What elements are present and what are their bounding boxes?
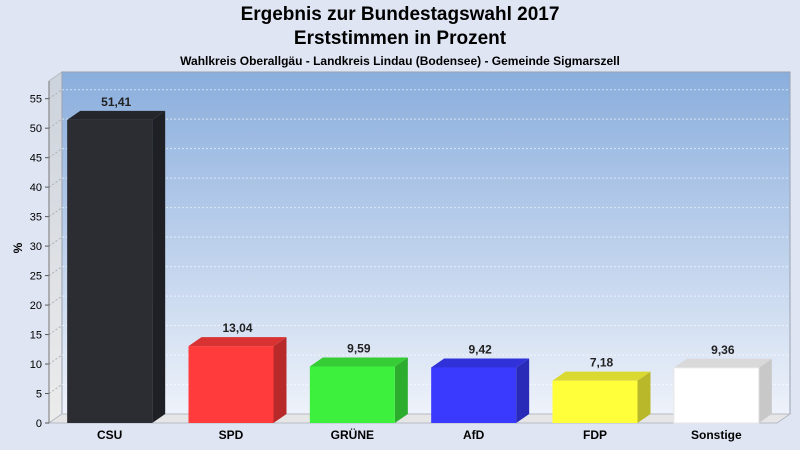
bar-top [67,110,166,120]
bar [309,366,395,423]
bar-top [188,337,287,347]
y-tick-label: 50 [30,123,42,135]
grid-line [48,295,63,306]
bar-side [516,358,530,423]
y-tick-label: 10 [30,359,42,371]
y-tick-label: 0 [36,418,42,430]
x-tick-label: Sonstige [691,428,742,442]
bar-top [431,358,530,368]
chart-caption: Wahlkreis Oberallgäu - Landkreis Lindau … [180,54,620,68]
plot-back-wall [61,71,791,415]
bar-side [758,358,772,423]
grid-line [48,236,63,247]
x-tick-label: AfD [463,428,485,442]
grid-line [48,266,63,276]
bar-side [273,337,287,423]
bar-top [673,358,772,368]
chart-subtitle: Erststimmen in Prozent [293,28,507,49]
y-tick-label: 35 [30,212,42,224]
grid-line [48,207,63,218]
bar [188,346,274,423]
grid-line [48,89,63,100]
x-tick-label: SPD [219,428,244,442]
bar-top [309,357,408,367]
y-tick-label: 25 [30,271,42,283]
grid-line [48,354,63,365]
grid-line [48,177,63,188]
x-tick-label: GRÜNE [331,427,374,442]
bar [673,367,760,424]
bar [552,380,638,423]
x-tick-label: FDP [583,428,607,442]
chart-title: Ergebnis zur Bundestagswahl 2017 [240,4,560,25]
y-tick-label: 40 [30,182,42,194]
bar-top [552,371,651,381]
data-label: 9,59 [347,341,371,355]
y-tick-label: 55 [30,94,42,106]
y-tick-label: 45 [30,153,42,165]
grid-line [48,325,63,335]
bar-side [637,371,651,423]
grid-line [48,148,63,159]
bar-side [152,110,166,423]
x-tick-label: CSU [97,428,122,442]
y-tick-label: 5 [36,389,42,401]
y-tick-label: 15 [30,330,42,342]
y-axis-label: % [11,242,25,253]
bar [67,119,153,423]
y-tick-label: 30 [30,241,42,253]
y-tick-label: 20 [30,300,42,312]
grid-line [48,384,63,394]
data-label: 51,41 [101,95,131,109]
data-label: 13,04 [222,321,252,335]
data-label: 7,18 [590,356,614,370]
bar [431,367,517,423]
plot-side-wall [48,71,63,424]
data-label: 9,42 [468,342,492,356]
data-label: 9,36 [711,343,735,357]
bar-side [394,357,408,423]
grid-line [48,118,63,129]
